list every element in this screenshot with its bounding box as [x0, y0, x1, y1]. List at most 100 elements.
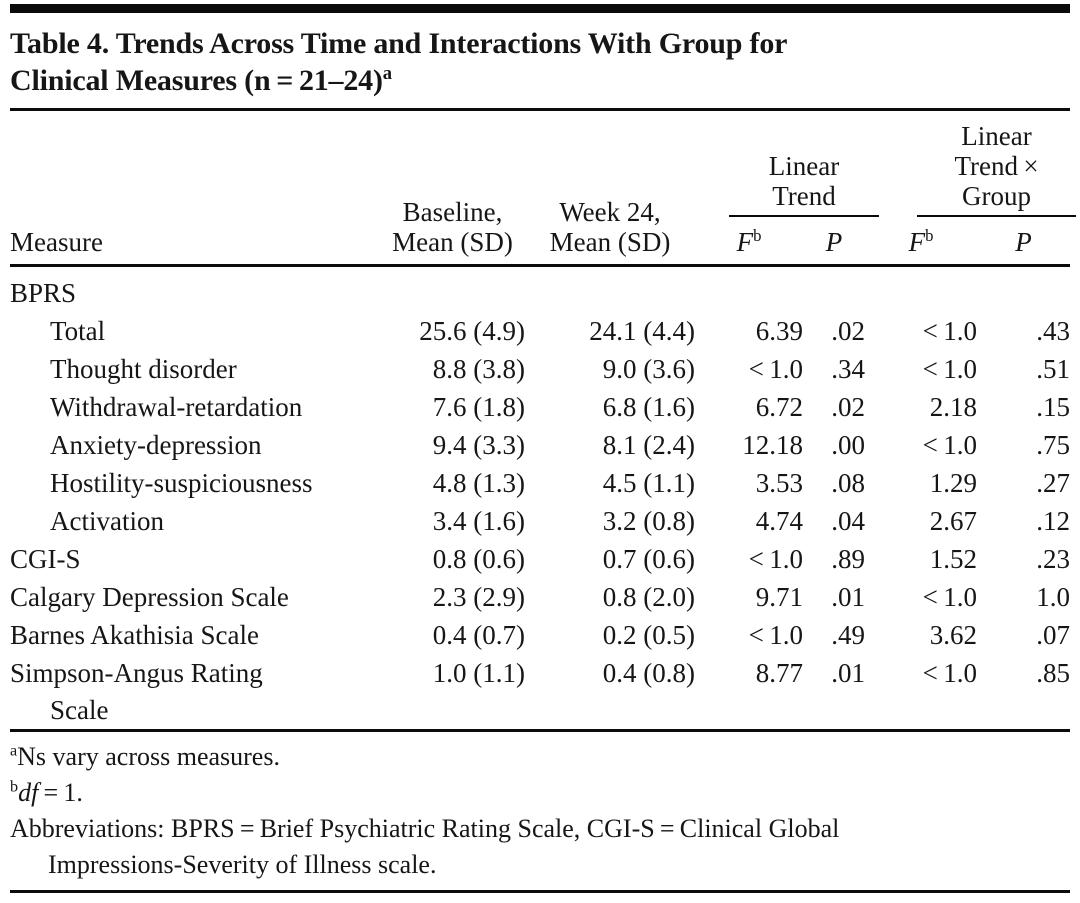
p1-cell: .01 — [831, 658, 866, 688]
p2-cell: .15 — [1036, 392, 1071, 422]
table-body: BPRS Total 25.6 (4.9) 24.1 (4.4) 6.39 .02 < 1.… — [10, 266, 1070, 731]
f1-cell: < 1.0 — [748, 354, 803, 384]
baseline-cell: 9.4 (3.3) — [432, 430, 525, 460]
week24-cell: 0.7 (0.6) — [602, 544, 695, 574]
p1-cell: .34 — [831, 354, 866, 384]
f2-cell: 1.29 — [929, 468, 978, 498]
week24-cell: 6.8 (1.6) — [602, 392, 695, 422]
p1-cell: .02 — [831, 392, 866, 422]
week24-cell: 0.2 (0.5) — [602, 620, 695, 650]
col-header-p-trend-x-group: P — [977, 217, 1071, 267]
p1-cell: .08 — [831, 468, 866, 498]
measure-label: Anxiety-depression — [50, 430, 262, 460]
p2-cell: .43 — [1036, 316, 1071, 346]
baseline-cell: 4.8 (1.3) — [432, 468, 525, 498]
measure-label: Activation — [50, 506, 164, 536]
week24-cell: 3.2 (0.8) — [602, 506, 695, 536]
measure-label: Simpson-Angus Rating — [10, 658, 263, 688]
week24-cell: 8.1 (2.4) — [602, 430, 695, 460]
title-footnote-marker: a — [382, 63, 392, 84]
week24-cell: 0.4 (0.8) — [602, 658, 695, 688]
baseline-cell: 0.8 (0.6) — [432, 544, 525, 574]
baseline-cell: 25.6 (4.9) — [419, 316, 525, 346]
p1-cell: .89 — [831, 544, 866, 574]
measure-label-continuation: Scale — [50, 695, 109, 725]
f2-cell: 2.67 — [929, 506, 978, 536]
week24-cell: 24.1 (4.4) — [589, 316, 695, 346]
baseline-cell: 8.8 (3.8) — [432, 354, 525, 384]
p1-cell: .01 — [831, 582, 866, 612]
header-spanner-row: Measure Baseline, Mean (SD) Week 24, Mea… — [10, 111, 1077, 267]
table-header: Measure Baseline, Mean (SD) Week 24, Mea… — [10, 111, 1077, 267]
measure-cell: Withdrawal-retardation — [10, 388, 380, 426]
table-title-line2: Clinical Measures (n = 21–24)a — [10, 63, 392, 97]
measure-label: Barnes Akathisia Scale — [10, 620, 259, 650]
footnote-b: bdf = 1. — [10, 778, 83, 807]
p1-cell: .02 — [831, 316, 866, 346]
table-row: BPRS — [10, 266, 1070, 313]
week24-cell: 4.5 (1.1) — [602, 468, 695, 498]
measure-label: Withdrawal-retardation — [50, 392, 303, 422]
f1-cell: 3.53 — [755, 468, 803, 498]
week24-cell: 0.8 (2.0) — [602, 582, 695, 612]
clinical-measures-table: Measure Baseline, Mean (SD) Week 24, Mea… — [10, 111, 1077, 732]
baseline-cell: 3.4 (1.6) — [432, 506, 525, 536]
f1-cell: 4.74 — [755, 506, 803, 536]
p1-cell — [803, 266, 865, 313]
f1-cell: 12.18 — [742, 430, 803, 460]
p1-cell: .04 — [831, 506, 866, 536]
p2-cell: .07 — [1036, 620, 1071, 650]
f1-cell: 8.77 — [755, 658, 803, 688]
measure-cell: Total — [10, 312, 380, 350]
measure-label: Hostility-suspiciousness — [50, 468, 313, 498]
p2-cell: .51 — [1036, 354, 1071, 384]
baseline-cell: 7.6 (1.8) — [432, 392, 525, 422]
measure-cell: BPRS — [10, 266, 380, 313]
table-row: Hostility-suspiciousness 4.8 (1.3) 4.5 (1.… — [10, 464, 1070, 502]
table-row: Withdrawal-retardation 7.6 (1.8) 6.8 (1.6)… — [10, 388, 1070, 426]
table-row: Thought disorder 8.8 (3.8) 9.0 (3.6) < 1.0.… — [10, 350, 1070, 388]
measure-label: Thought disorder — [50, 354, 237, 384]
f1-cell: < 1.0 — [748, 544, 803, 574]
f1-cell: 6.72 — [755, 392, 803, 422]
col-header-baseline: Baseline, Mean (SD) — [380, 111, 525, 267]
baseline-cell: 0.4 (0.7) — [432, 620, 525, 650]
paper-table-page: Table 4. Trends Across Time and Interact… — [0, 4, 1080, 893]
measure-label: Calgary Depression Scale — [10, 582, 289, 612]
f2-cell: < 1.0 — [922, 430, 978, 460]
table-row: Barnes Akathisia Scale 0.4 (0.7) 0.2 (0.5)… — [10, 616, 1070, 654]
baseline-cell: 1.0 (1.1) — [432, 658, 525, 688]
spanner-linear-trend-x-group: Linear Trend × Group — [865, 111, 1077, 217]
table-title-line1: Table 4. Trends Across Time and Interact… — [10, 27, 788, 60]
measure-cell: CGI-S — [10, 540, 380, 578]
table-row: Anxiety-depression 9.4 (3.3) 8.1 (2.4) 12.1… — [10, 426, 1070, 464]
baseline-cell — [380, 266, 525, 313]
measure-cell: Activation — [10, 502, 380, 540]
f2-cell: < 1.0 — [922, 354, 978, 384]
f1-cell: 6.39 — [755, 316, 803, 346]
measure-cell: Simpson-Angus Rating Scale — [10, 654, 380, 731]
table-row: CGI-S 0.8 (0.6) 0.7 (0.6) < 1.0 .89 1.52 .23 — [10, 540, 1070, 578]
table-title: Table 4. Trends Across Time and Interact… — [10, 25, 1070, 111]
p1-cell: .00 — [831, 430, 866, 460]
p2-cell: .85 — [1036, 658, 1071, 688]
f2-cell: < 1.0 — [922, 582, 978, 612]
table-row: Simpson-Angus Rating Scale 1.0 (1.1) 0.4 (0… — [10, 654, 1070, 731]
measure-cell: Anxiety-depression — [10, 426, 380, 464]
col-header-f-trend-x-group: Fb — [865, 217, 978, 267]
table-row: Total 25.6 (4.9) 24.1 (4.4) 6.39 .02 < 1.0 .43 — [10, 312, 1070, 350]
f2-cell — [865, 266, 977, 313]
p2-cell: .75 — [1036, 430, 1071, 460]
measure-label: BPRS — [10, 278, 77, 308]
p2-cell: .27 — [1036, 468, 1071, 498]
measure-label: CGI-S — [10, 544, 81, 574]
measure-cell: Thought disorder — [10, 350, 380, 388]
f2-cell: 2.18 — [929, 392, 978, 422]
f2-cell: 3.62 — [929, 620, 978, 650]
spanner-linear-trend: Linear Trend — [695, 111, 880, 217]
f2-cell: < 1.0 — [922, 658, 978, 688]
header-stat-row: Fb P Fb P — [10, 217, 1071, 267]
baseline-cell: 2.3 (2.9) — [432, 582, 525, 612]
p1-cell: .49 — [831, 620, 866, 650]
col-header-f-linear-trend: Fb — [695, 217, 803, 267]
